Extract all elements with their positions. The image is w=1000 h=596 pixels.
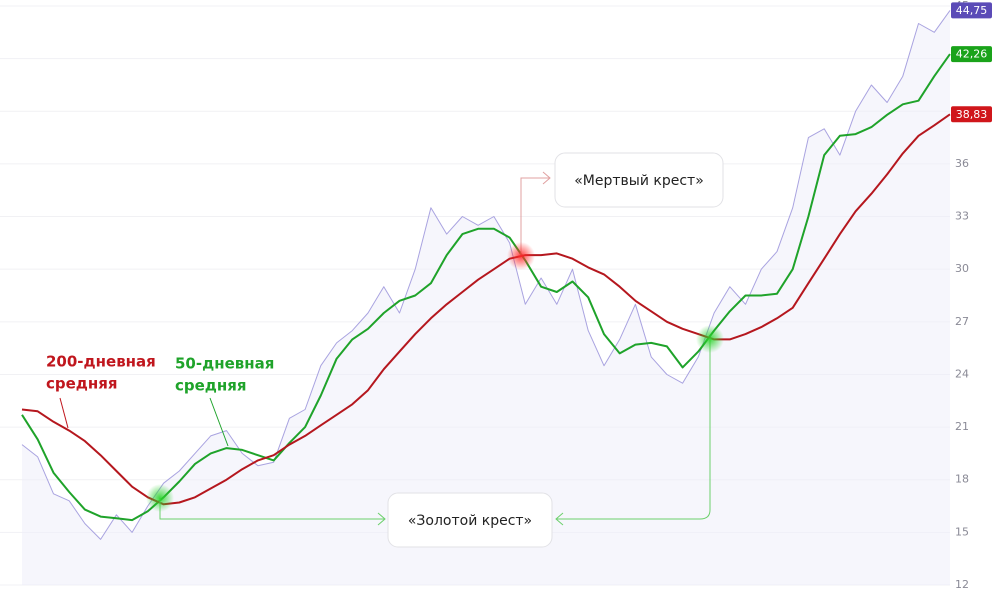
y-tick-label: 36 (955, 157, 969, 170)
y-tick-label: 21 (955, 420, 969, 433)
series-line (21, 10, 951, 540)
ma50-label: 50-дневная (175, 355, 274, 373)
death-cross-label: «Мертвый крест» (574, 173, 704, 189)
golden-arrow-head (555, 512, 564, 526)
death-box (554, 152, 724, 208)
golden-box (387, 492, 553, 548)
value-tag (951, 106, 992, 123)
value-tag (951, 2, 992, 19)
value-tag-label: 44,75 (956, 4, 988, 17)
y-tick-label: 30 (955, 262, 969, 275)
value-tag (951, 46, 992, 63)
golden-arrow-right (556, 338, 711, 520)
annotations: «Мертвый крест» «Золотой крест» 200-днев… (46, 152, 724, 548)
y-tick-label: 24 (955, 367, 969, 380)
value-tag-label: 38,83 (956, 108, 988, 121)
golden-cross-label: «Золотой крест» (408, 513, 532, 529)
golden-arrow-head (377, 512, 386, 526)
y-tick-label: 15 (955, 525, 969, 538)
y-tick-label: 12 (955, 578, 969, 591)
ma200-label: средняя (46, 375, 118, 393)
death-cross-glow (507, 242, 535, 270)
series-line (21, 53, 951, 522)
death-arrow (520, 177, 550, 255)
price-area (22, 10, 950, 585)
death-arrow-head (542, 171, 551, 185)
ma200-pointer (59, 397, 69, 429)
golden-cross-glow (696, 325, 724, 353)
ma50-pointer (209, 397, 229, 447)
series-line (21, 113, 951, 506)
y-tick-label: 33 (955, 210, 969, 223)
golden-cross-glow (146, 484, 174, 512)
ma200-label: 200-дневная (46, 353, 156, 371)
ma50-label: средняя (175, 377, 247, 395)
y-tick-label: 27 (955, 315, 969, 328)
y-tick-label: 18 (955, 473, 969, 486)
value-tag-label: 42,26 (956, 48, 988, 61)
